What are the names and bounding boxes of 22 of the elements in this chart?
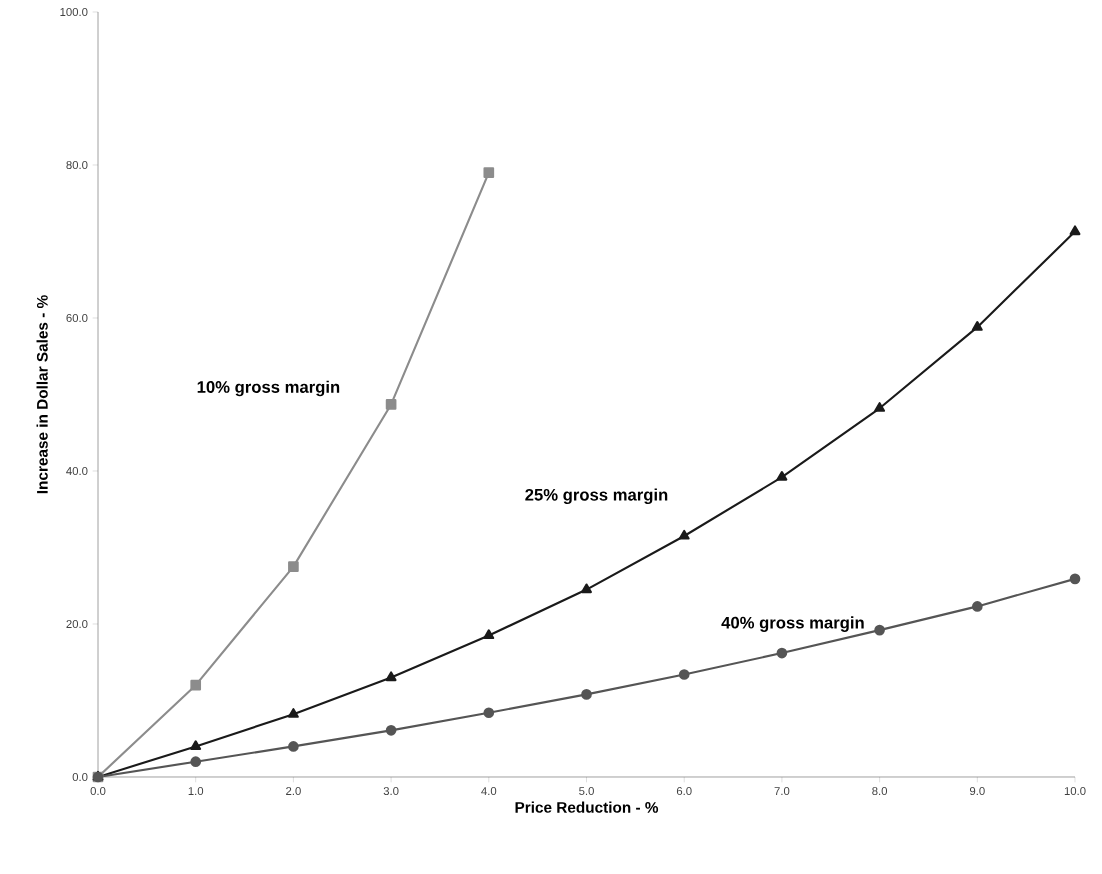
y-tick-label: 0.0 bbox=[72, 773, 88, 782]
x-tick-label: 2.0 bbox=[286, 787, 301, 796]
series-label: 40% gross margin bbox=[721, 616, 864, 632]
y-tick-label: 20.0 bbox=[66, 620, 88, 628]
x-tick-label: 1.0 bbox=[188, 787, 204, 796]
x-tick-label: 10.0 bbox=[1064, 787, 1086, 796]
y-tick-label: 100.0 bbox=[60, 7, 88, 16]
x-tick-label: 0.0 bbox=[90, 787, 106, 796]
x-tick-label: 4.0 bbox=[481, 787, 497, 796]
x-tick-label: 6.0 bbox=[676, 787, 692, 796]
text: 10% gross margin bbox=[197, 380, 340, 397]
x-tick-label: 7.0 bbox=[774, 787, 790, 796]
y-axis-title: Increase in Dollar Sales - % bbox=[36, 295, 48, 494]
x-tick-label: 9.0 bbox=[969, 787, 985, 796]
y-tick-label: 60.0 bbox=[66, 313, 88, 322]
y-tick-label: 40.0 bbox=[66, 466, 88, 475]
x-tick-label: 5.0 bbox=[579, 787, 594, 796]
x-axis-title: Price Reduction - % bbox=[515, 801, 659, 813]
x-tick-label: 3.0 bbox=[383, 787, 399, 796]
series-label: 25% gross margin bbox=[525, 488, 668, 505]
y-tick-label: 80.0 bbox=[66, 160, 88, 169]
x-tick-label: 8.0 bbox=[872, 787, 888, 796]
